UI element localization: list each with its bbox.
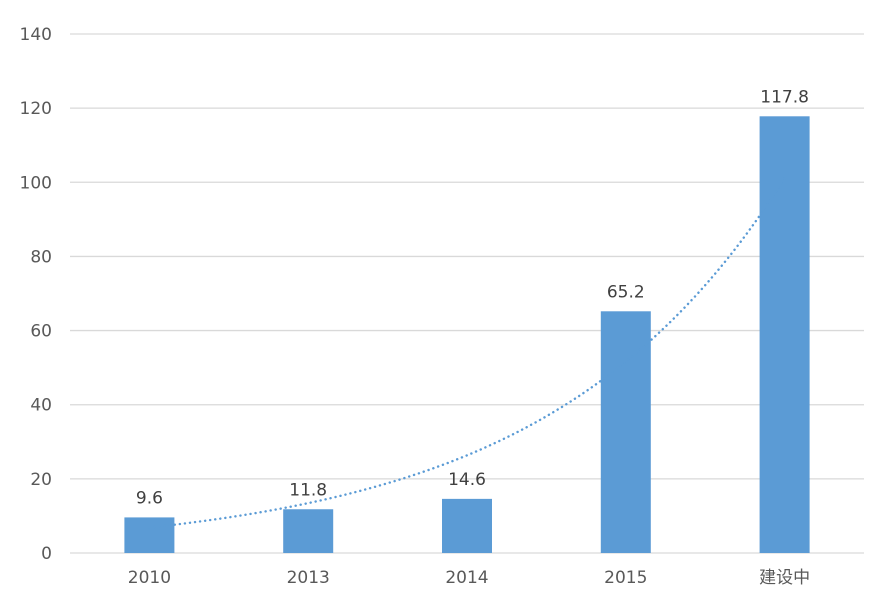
y-tick-label: 120 bbox=[20, 99, 52, 119]
bar-2 bbox=[283, 509, 334, 553]
x-axis-tick-labels: 2010 2013 2014 2015 建设中 bbox=[128, 568, 810, 588]
y-tick-label: 140 bbox=[20, 25, 52, 45]
gridlines bbox=[70, 33, 864, 554]
y-tick-label: 0 bbox=[41, 544, 52, 564]
data-labels: 9.6 11.8 14.6 65.2 117.8 bbox=[136, 87, 809, 508]
data-label: 65.2 bbox=[607, 282, 645, 302]
y-tick-label: 60 bbox=[30, 322, 52, 342]
y-tick-label: 80 bbox=[30, 247, 52, 267]
x-tick-label: 2015 bbox=[604, 568, 647, 588]
bar-5 bbox=[759, 116, 810, 553]
trendline-group bbox=[148, 176, 786, 529]
bar-3 bbox=[442, 498, 492, 553]
y-tick-label: 100 bbox=[20, 173, 52, 193]
x-tick-label: 建设中 bbox=[759, 568, 810, 588]
data-label: 9.6 bbox=[136, 488, 163, 508]
data-label: 117.8 bbox=[760, 87, 809, 107]
y-tick-label: 20 bbox=[30, 470, 52, 490]
trendline bbox=[148, 176, 786, 529]
bars bbox=[124, 116, 810, 553]
bar-4 bbox=[600, 311, 651, 553]
x-tick-label: 2013 bbox=[287, 568, 330, 588]
data-label: 11.8 bbox=[289, 480, 327, 500]
y-axis-tick-labels: 0 20 40 60 80 100 120 140 bbox=[20, 25, 52, 564]
x-tick-label: 2014 bbox=[445, 568, 488, 588]
x-tick-label: 2010 bbox=[128, 568, 171, 588]
data-label: 14.6 bbox=[448, 470, 486, 490]
bar-1 bbox=[124, 517, 175, 553]
y-tick-label: 40 bbox=[30, 396, 52, 416]
